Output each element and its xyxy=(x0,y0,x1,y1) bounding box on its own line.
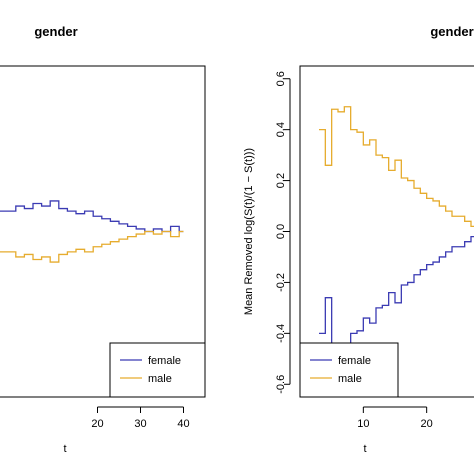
legend-label-male: male xyxy=(338,373,362,385)
x-tick-label: 40 xyxy=(177,418,189,430)
y-tick-label: 0.4 xyxy=(275,122,287,137)
y-tick-label: 0.6 xyxy=(275,71,287,86)
legend-label-male: male xyxy=(148,373,172,385)
x-axis-label: t xyxy=(63,443,66,455)
legend-label-female: female xyxy=(148,355,181,367)
series-line-male xyxy=(319,106,474,228)
legend-label-female: female xyxy=(338,355,371,367)
x-axis-label: t xyxy=(363,443,366,455)
chart-panel-left: gender 20 30 40 t female male xyxy=(0,24,206,455)
series-line-female xyxy=(0,200,184,233)
x-tick-label: 20 xyxy=(421,418,433,430)
x-tick-label: 10 xyxy=(357,418,369,430)
plot-frame xyxy=(0,65,206,398)
chart-panel-right: gender 10 20 t -0.6 -0.4 -0.2 0.0 0.2 0.4 0.6 Mean … xyxy=(243,24,474,455)
x-tick-label: 20 xyxy=(91,418,103,430)
x-tick-label: 30 xyxy=(134,418,146,430)
chart-title: gender xyxy=(430,24,473,39)
y-tick-label: 0.2 xyxy=(275,173,287,188)
y-tick-label: -0.2 xyxy=(275,273,287,292)
chart-title: gender xyxy=(34,24,77,39)
y-tick-label: 0.0 xyxy=(275,224,287,239)
legend-box xyxy=(109,342,205,397)
series-line-female xyxy=(319,235,474,357)
y-tick-label: -0.4 xyxy=(275,324,287,343)
series-line-male xyxy=(0,230,184,263)
y-tick-label: -0.6 xyxy=(275,375,287,394)
y-axis-label: Mean Removed log(S(t)/(1 − S(t))) xyxy=(243,148,255,315)
legend-box xyxy=(300,342,399,397)
